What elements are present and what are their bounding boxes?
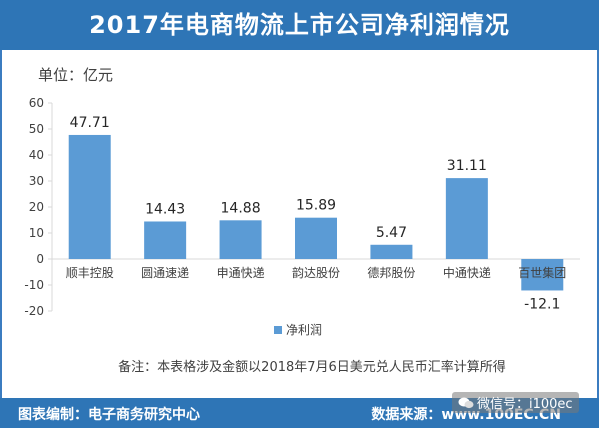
bar-5: [370, 244, 413, 259]
bar-3: [219, 220, 262, 259]
y-tick-label: 40: [29, 148, 44, 162]
bar-4: [295, 217, 337, 259]
y-tick-label: 60: [29, 96, 44, 110]
wechat-watermark: 微信号：i100ec: [452, 392, 579, 413]
chart-title: 2017年电商物流上市公司净利润情况: [0, 0, 599, 50]
wechat-icon: [458, 397, 474, 409]
labels-layer: 顺丰控股 47.71 圆通速递 14.43 申通快递 14.88 韵达股份 15.89 德邦股份…: [66, 115, 567, 313]
y-tick-label: 30: [29, 174, 44, 188]
y-tick-label: 50: [29, 122, 44, 136]
axis-layer: -20 -10 0 10 20 30 40 50 60: [24, 96, 580, 318]
x-category-label: 圆通速递: [141, 266, 189, 280]
data-label: 31.11: [447, 158, 487, 174]
data-label: -12.1: [524, 296, 560, 312]
legend-label: 净利润: [286, 323, 322, 337]
note-text: 备注：本表格涉及金额以2018年7月6日美元兑人民币汇率计算所得: [118, 359, 506, 375]
bars-layer: [68, 134, 564, 291]
bar-7: [521, 259, 564, 291]
y-tick-label: 10: [29, 226, 44, 240]
legend-swatch: [274, 326, 282, 334]
x-category-label: 中通快递: [443, 265, 491, 280]
x-category-label: 申通快递: [217, 266, 265, 280]
footer-source-editor: 图表编制：电子商务研究中心: [18, 407, 200, 423]
y-tick-label: -10: [24, 278, 44, 292]
data-label: 5.47: [376, 225, 407, 241]
data-label: 14.43: [145, 201, 185, 217]
x-category-label: 德邦股份: [367, 265, 415, 280]
bar-6: [445, 178, 488, 259]
bar-1: [68, 134, 111, 259]
watermark-text: 微信号：i100ec: [477, 397, 573, 412]
data-label: 15.89: [296, 198, 336, 214]
x-category-label: 韵达股份: [292, 265, 340, 280]
unit-label: 单位：亿元: [38, 66, 114, 84]
data-label: 14.88: [221, 200, 261, 216]
legend: 净利润: [274, 323, 322, 337]
bar-2: [144, 221, 187, 259]
x-category-label: 百世集团: [518, 265, 566, 280]
data-label: 47.71: [70, 115, 110, 131]
y-tick-label: 20: [29, 200, 44, 214]
y-tick-label: 0: [36, 252, 44, 266]
x-category-label: 顺丰控股: [66, 266, 114, 280]
footer-bar: 图表编制：电子商务研究中心 数据来源：www.100EC.CN: [0, 398, 599, 428]
y-tick-label: -20: [24, 304, 44, 318]
